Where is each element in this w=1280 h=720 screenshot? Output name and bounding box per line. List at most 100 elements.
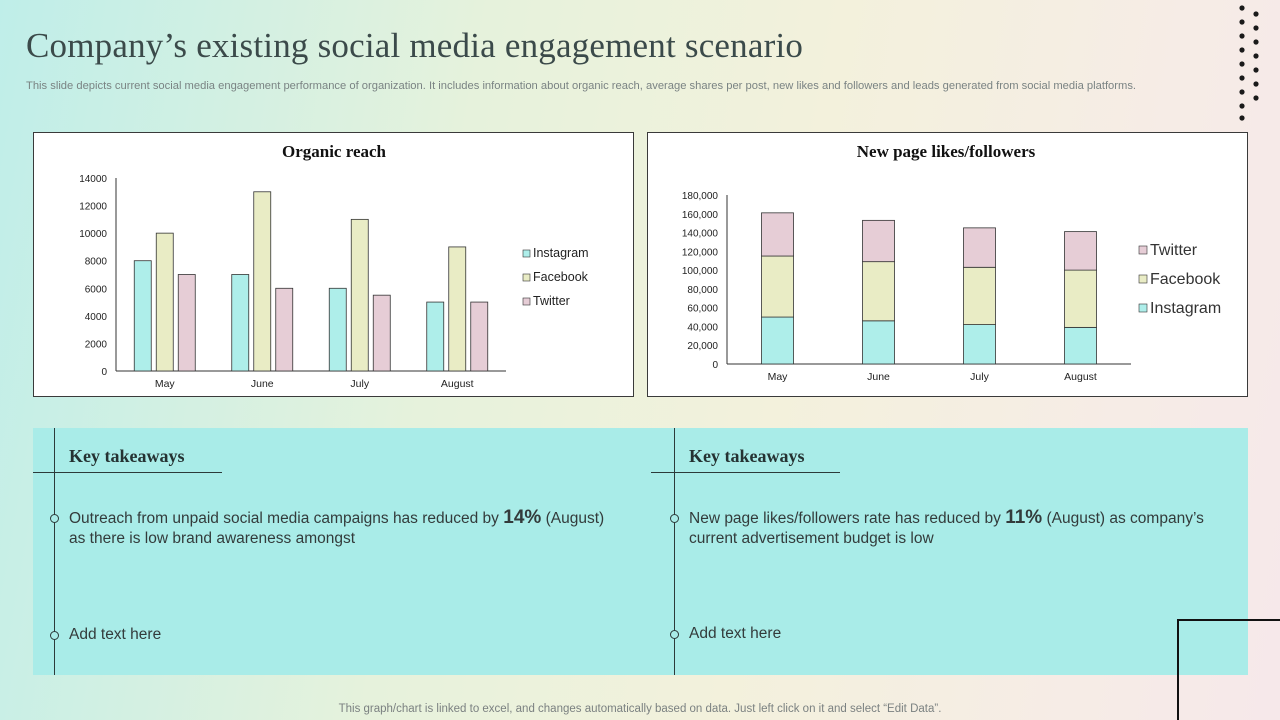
dot-mark [1253,95,1259,101]
bar-instagram [328,287,347,372]
x-tick-label: June [867,371,890,383]
legend-swatch [1138,245,1148,255]
bar-facebook [963,266,996,325]
bar-facebook [155,232,174,372]
bar-instagram [862,320,895,365]
y-tick-label: 0 [712,360,718,371]
dot-mark [1253,67,1259,73]
takeaway-placeholder[interactable]: Add text here [69,626,162,643]
x-tick-label: May [155,378,176,390]
takeaway-point: New page likes/followers rate has reduce… [689,507,1204,548]
timeline-line [54,428,55,675]
y-tick-label: 80,000 [687,285,718,296]
y-tick-label: 14000 [79,174,107,185]
dot-mark [1239,115,1245,121]
legend-swatch [1138,274,1148,284]
y-tick-label: 20,000 [687,341,718,352]
organic-reach-chart-svg: Organic reach 0 2000 4000 6000 8000 10000 12000… [79,142,589,390]
legend-label: Twitter [1150,242,1198,259]
bar-twitter [470,301,489,372]
y-tick-label: 60,000 [687,304,718,315]
organic-reach-chart[interactable]: Organic reach 0 2000 4000 6000 8000 10000 12000… [33,132,634,397]
y-tick-label: 2000 [85,339,108,350]
x-tick-label: June [251,378,274,390]
takeaway-point: Outreach from unpaid social media campai… [69,507,605,548]
bar-instagram [133,260,152,372]
bullet-icon [50,514,59,523]
dot-mark [1239,47,1245,53]
x-tick-label: July [350,378,369,390]
page-subtitle: This slide depicts current social media … [26,80,1137,92]
y-tick-label: 160,000 [682,210,719,221]
takeaways-right: Key takeaways New page likes/followers r… [651,428,1248,675]
bar-facebook [448,246,467,372]
bar-twitter [275,287,294,372]
dot-mark [1239,5,1245,11]
page-likes-chart-svg: New page likes/followers 0 20,000 40,000 60,… [682,142,1221,383]
legend-label: Instagram [533,246,589,260]
heading-underline [33,472,222,473]
y-tick-label: 100,000 [682,266,719,277]
bar-instagram [1064,326,1097,365]
bar-twitter [372,294,391,372]
y-tick-label: 10000 [79,229,107,240]
y-tick-label: 0 [101,367,107,378]
x-tick-label: July [970,371,989,383]
footer-note: This graph/chart is linked to excel, and… [338,703,942,715]
dot-mark [1253,81,1259,87]
dot-mark [1239,61,1245,67]
decorative-dots [1239,5,1259,121]
percentage-highlight: 14% [503,507,542,528]
y-tick-label: 120,000 [682,247,719,258]
timeline-line [674,428,675,675]
dot-mark [1253,39,1259,45]
bullet-icon [50,631,59,640]
bar-twitter [1064,231,1097,271]
y-tick-label: 140,000 [682,229,719,240]
dot-mark [1253,25,1259,31]
dot-mark [1239,75,1245,81]
bar-facebook [862,261,895,322]
takeaways-heading: Key takeaways [69,446,185,466]
legend-label: Facebook [1150,271,1221,288]
heading-underline [651,472,840,473]
page-title: Company’s existing social media engageme… [26,26,804,65]
legend-label: Facebook [533,270,589,284]
dot-mark [1239,89,1245,95]
dot-mark [1239,19,1245,25]
dot-mark [1253,11,1259,17]
bar-twitter [862,219,895,263]
y-tick-label: 180,000 [682,191,719,202]
page-likes-chart[interactable]: New page likes/followers 0 20,000 40,000 60,… [647,132,1248,397]
bar-instagram [426,301,445,372]
bar-instagram [963,324,996,365]
bar-instagram [761,316,794,365]
y-tick-label: 12000 [79,202,107,213]
y-tick-label: 4000 [85,312,108,323]
takeaway-placeholder[interactable]: Add text here [689,625,782,642]
bar-twitter [963,227,996,268]
key-takeaways-panel: Key takeaways Outreach from unpaid socia… [33,428,1248,675]
bar-twitter [177,274,196,372]
x-tick-label: August [441,378,474,390]
legend-swatch [522,297,531,306]
x-tick-label: May [768,371,789,383]
legend-label: Twitter [533,294,570,308]
y-tick-label: 8000 [85,257,108,268]
bar-facebook [761,255,794,318]
dot-mark [1239,103,1245,109]
legend-swatch [522,249,531,258]
decorative-corner-frame [1177,619,1280,720]
dot-mark [1253,53,1259,59]
takeaways-left: Key takeaways Outreach from unpaid socia… [33,428,673,675]
bullet-icon [670,630,679,639]
chart-title: New page likes/followers [857,142,1036,161]
bar-facebook [1064,269,1097,328]
takeaways-heading: Key takeaways [689,446,805,466]
y-tick-label: 6000 [85,284,108,295]
percentage-highlight: 11% [1005,507,1043,528]
bullet-icon [670,514,679,523]
bar-twitter [761,212,794,257]
dot-mark [1239,33,1245,39]
bar-facebook [253,191,272,372]
